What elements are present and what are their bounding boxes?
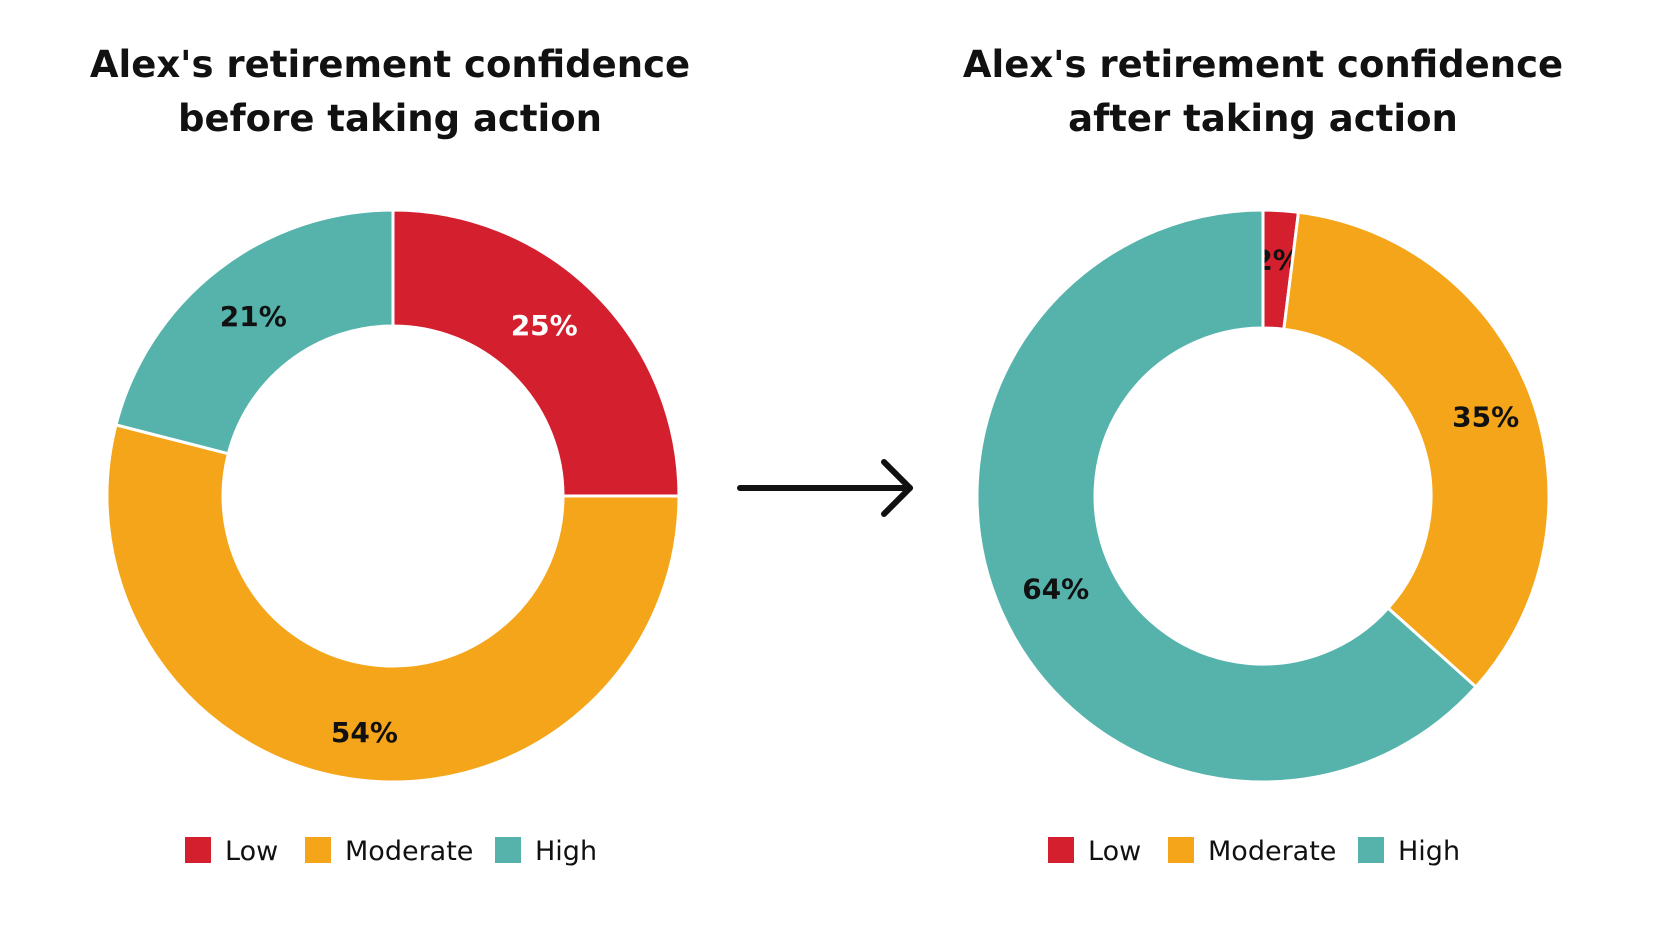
legend-swatch-moderate (305, 837, 331, 863)
legend-swatch-moderate (1168, 837, 1194, 863)
legend-label-high: High (1398, 836, 1460, 867)
slice-low (391, 208, 681, 498)
data-label-high: 64% (1022, 573, 1089, 606)
legend-label-moderate: Moderate (345, 836, 473, 867)
chart-after-title-line-1: Alex's retirement confidence (963, 43, 1563, 86)
slice-high (975, 208, 1479, 784)
slice-moderate (1282, 210, 1551, 690)
data-label-low: 25% (511, 309, 578, 342)
data-label-moderate: 35% (1452, 401, 1519, 434)
legend-after: Low Moderate High (1048, 836, 1460, 867)
chart-after-title-line-2: after taking action (1068, 97, 1458, 140)
legend-label-moderate: Moderate (1208, 836, 1336, 867)
legend-before: Low Moderate High (185, 836, 597, 867)
legend-label-low: Low (1088, 836, 1141, 867)
legend-swatch-high (1358, 837, 1384, 863)
donut-before: 25% 54% 21% (105, 208, 681, 784)
slice-high (114, 208, 395, 456)
legend-swatch-low (185, 837, 211, 863)
legend-label-high: High (535, 836, 597, 867)
right-arrow-icon (737, 459, 913, 517)
legend-label-low: Low (225, 836, 278, 867)
chart-before-title-line-2: before taking action (178, 97, 602, 140)
slice-moderate (105, 423, 681, 784)
chart-after: Alex's retirement confidence after takin… (963, 43, 1563, 867)
legend-swatch-high (495, 837, 521, 863)
chart-before-title-line-1: Alex's retirement confidence (90, 43, 690, 86)
donut-after: 2%35%64% (975, 208, 1551, 784)
data-label-high: 21% (220, 300, 287, 333)
chart-before: Alex's retirement confidence before taki… (90, 43, 690, 867)
data-label-moderate: 54% (331, 716, 398, 749)
legend-swatch-low (1048, 837, 1074, 863)
